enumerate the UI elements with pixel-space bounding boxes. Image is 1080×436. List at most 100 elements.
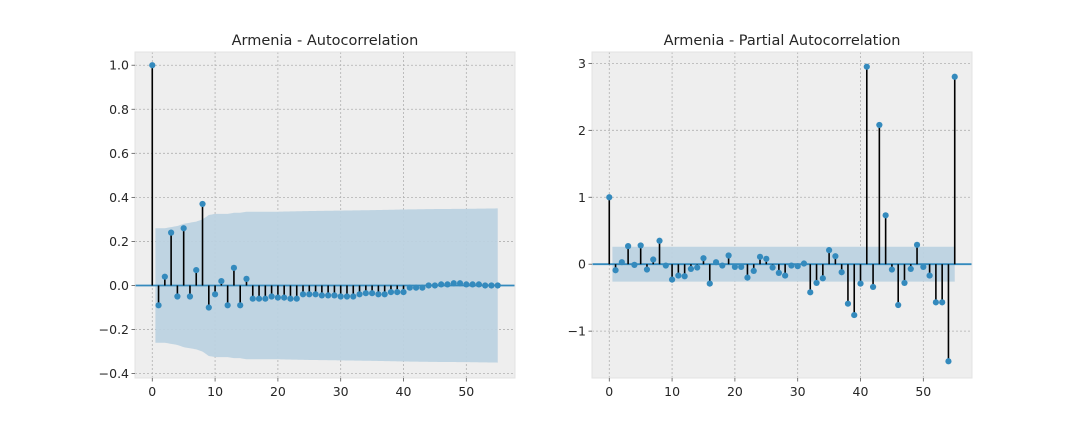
acf-point — [419, 284, 426, 291]
pacf-point — [920, 263, 927, 270]
pacf-point — [643, 266, 651, 273]
acf-point — [394, 288, 401, 296]
acf-point — [444, 281, 451, 288]
acf-point — [331, 292, 338, 299]
acf-point — [299, 291, 307, 298]
acf-y-tick-label: 0.6 — [109, 146, 129, 161]
acf-point — [475, 281, 482, 288]
acf-point — [155, 302, 162, 309]
acf-point — [306, 291, 313, 298]
acf-point — [161, 273, 168, 280]
acf-point — [274, 294, 281, 301]
acf-point — [369, 290, 376, 297]
pacf-title: Armenia - Partial Autocorrelation — [664, 33, 901, 49]
acf-x-tick-label: 30 — [333, 384, 349, 399]
pacf-point — [750, 267, 757, 274]
pacf-x-tick-label: 0 — [605, 384, 613, 399]
pacf-point — [675, 272, 682, 279]
pacf-x-tick-label: 30 — [790, 384, 806, 399]
acf-point — [193, 266, 200, 274]
pacf-point — [650, 256, 657, 263]
pacf-point — [869, 283, 877, 291]
pacf-point — [782, 272, 789, 279]
pacf-point — [662, 262, 669, 269]
pacf-point — [807, 289, 814, 296]
acf-point — [381, 291, 388, 298]
pacf-point — [888, 266, 896, 273]
pacf-point — [612, 267, 619, 274]
pacf-point — [618, 259, 625, 266]
acf-chart: 0 10 20 30 40 50 −0.4 −0.2 0.0 0.2 0.4 0.6 0.8 1.0 Arm… — [99, 33, 516, 399]
acf-point — [249, 295, 256, 302]
pacf-point — [719, 262, 726, 269]
pacf-point — [725, 252, 732, 259]
pacf-point — [788, 262, 795, 269]
acf-point — [230, 264, 238, 271]
acf-point — [318, 292, 325, 299]
pacf-point — [700, 255, 707, 262]
acf-point — [387, 288, 395, 296]
acf-point — [375, 291, 382, 298]
pacf-point — [851, 311, 858, 319]
acf-point — [337, 293, 344, 300]
pacf-point — [775, 269, 782, 277]
acf-point — [494, 282, 501, 289]
acf-point — [325, 292, 332, 299]
pacf-plot-area — [592, 52, 972, 378]
acf-point — [356, 291, 363, 298]
acf-x-tick-label: 0 — [148, 384, 156, 399]
acf-point — [293, 295, 300, 302]
acf-point — [343, 293, 351, 300]
pacf-point — [606, 194, 613, 201]
pacf-point — [857, 280, 864, 287]
pacf-point — [813, 279, 820, 287]
acf-point — [312, 291, 319, 298]
acf-point — [456, 280, 464, 287]
pacf-point — [731, 263, 738, 270]
pacf-point — [838, 269, 845, 276]
acf-point — [174, 293, 181, 300]
acf-point — [205, 304, 212, 311]
acf-x-tick-label: 20 — [270, 384, 286, 399]
acf-y-tick-label: 0.2 — [109, 234, 129, 249]
acf-point — [199, 200, 206, 208]
acf-y-tick-label: −0.2 — [99, 322, 129, 337]
pacf-y-tick-label: 0 — [578, 257, 586, 272]
pacf-x-tick-label: 50 — [915, 384, 931, 399]
pacf-x-tick-label: 20 — [727, 384, 743, 399]
acf-point — [211, 291, 219, 298]
pacf-point — [631, 261, 638, 268]
pacf-point — [687, 265, 695, 272]
acf-y-tick-label: 0.0 — [109, 278, 129, 293]
acf-point — [469, 281, 476, 288]
acf-y-tick-label: −0.4 — [99, 366, 129, 381]
pacf-point — [945, 358, 952, 365]
acf-point — [482, 282, 489, 289]
pacf-point — [819, 275, 826, 282]
acf-point — [186, 293, 194, 300]
pacf-point — [844, 300, 852, 307]
acf-point — [224, 302, 231, 309]
pacf-y-tick-label: 3 — [578, 56, 586, 71]
acf-point — [450, 280, 457, 287]
pacf-point — [907, 265, 914, 272]
pacf-point — [681, 273, 688, 280]
pacf-point — [744, 274, 751, 281]
pacf-point — [800, 260, 808, 267]
pacf-point — [939, 299, 946, 306]
pacf-point — [895, 301, 902, 309]
pacf-point — [926, 272, 933, 279]
acf-point — [488, 282, 495, 289]
acf-x-tick-label: 50 — [458, 384, 474, 399]
pacf-axes-frame — [591, 51, 973, 379]
pacf-chart: 0 10 20 30 40 50 −1 0 1 2 3 Armenia - Partial Autoc… — [568, 33, 973, 399]
acf-x-tick-label: 40 — [396, 384, 412, 399]
pacf-point — [756, 253, 764, 260]
pacf-point — [738, 263, 745, 270]
acf-point — [262, 295, 269, 302]
pacf-point — [706, 280, 713, 287]
acf-point — [268, 293, 275, 300]
acf-point — [463, 281, 470, 288]
